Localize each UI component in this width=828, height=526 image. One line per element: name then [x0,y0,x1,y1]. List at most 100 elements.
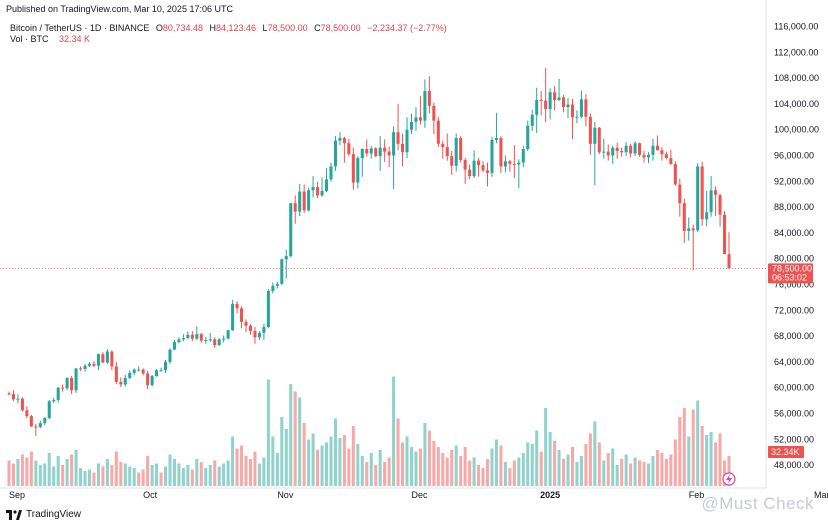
candle [70,376,74,395]
x-tick-label: Mar [814,490,828,500]
volume-bar [190,469,194,486]
volume-bar [423,423,427,486]
candle-body [38,423,42,428]
volume-bar [409,447,414,486]
candle [494,112,498,144]
candle-body [83,365,87,369]
volume-bar [427,430,431,486]
candle [213,337,217,348]
candle-body [468,169,472,177]
volume-bar [499,445,503,486]
candle-body [642,154,646,158]
volume-bar [164,466,168,486]
volume-legend: Vol · BTC 32.34 K [10,34,90,44]
tradingview-footer[interactable]: TradingView [6,509,81,520]
candle-body [137,369,141,371]
candle-body [718,194,722,215]
candle [284,249,288,279]
y-tick-label: 104,000.00 [774,99,819,109]
candle [280,258,284,286]
candle-body [579,99,583,117]
volume-bar [432,441,436,486]
candle [423,79,427,128]
y-tick-label: 76,000.00 [774,279,814,289]
candle [52,398,56,404]
candle-body [168,349,172,362]
volume-bar [646,463,651,486]
candle-body [159,370,163,372]
candle-body [414,117,418,122]
volume-bar [181,468,185,486]
candle-body [584,99,588,117]
volume-bar [110,465,114,486]
volume-bar [333,418,337,486]
candle-body [172,341,176,350]
candle-body [25,410,29,417]
volume-bar [208,465,212,486]
candle [441,140,445,159]
candle-body [20,398,24,411]
candle-body [418,117,422,121]
candle-body [544,100,548,110]
volume-bar [454,445,458,486]
candle-body [597,127,601,153]
volume-bar [441,453,445,486]
volume-bar [150,465,154,486]
candle-body [248,325,253,331]
candle [615,142,619,159]
candle [324,168,329,193]
x-tick-label: Oct [143,490,158,500]
candle [29,414,33,428]
candle-body [16,398,20,400]
candle [705,190,709,227]
candle [347,138,351,157]
volume-bar [155,463,159,486]
volume-bar [222,463,226,486]
candle-body [65,378,69,389]
candle-body [338,138,342,141]
candle [570,98,574,140]
high-value: 84,123.46 [215,23,257,33]
candle [530,109,534,131]
volume-bar [360,456,364,486]
candle [38,420,42,429]
candle [629,143,633,158]
volume-bar [369,453,373,486]
volume-bar [526,442,530,486]
volume-bar [11,463,15,486]
candle-body [409,121,414,130]
candle-body [472,160,476,177]
y-tick-label: 84,000.00 [774,228,814,238]
candle [374,147,378,158]
candle [459,136,463,163]
candle [378,136,382,171]
watermark: @Must Check [701,494,814,513]
volume-bar [356,444,360,486]
volume-bar [38,465,42,486]
candle-body [481,165,485,171]
last-price-value: 78,500.00 [772,263,812,273]
candle-body [217,339,221,346]
candle-body [687,228,691,231]
candle-body [387,151,391,156]
symbol-label[interactable]: Bitcoin / TetherUS · 1D · BINANCE [10,23,150,33]
candle-body [70,378,74,391]
candle-body [208,339,212,341]
candle [65,377,69,391]
candle [164,359,168,373]
candle-body [298,191,302,212]
volume-bar [727,456,731,486]
candle [445,133,449,161]
volume-bar [530,444,534,486]
candle [392,126,396,190]
volume-bar [240,445,244,486]
candle-body [307,190,311,211]
volume-label[interactable]: Vol · BTC [10,34,49,44]
candle-body [110,351,114,367]
candle-body [526,125,530,150]
candle-body [347,143,351,155]
volume-bar [298,397,302,486]
volume-bar [450,450,454,486]
volume-bar [302,423,306,486]
